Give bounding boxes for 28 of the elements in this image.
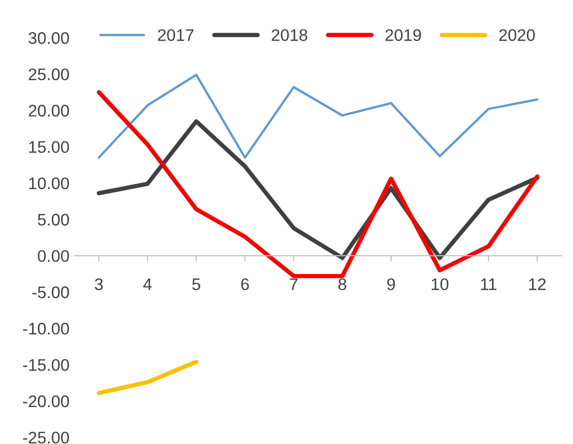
y-tick-label: 0.00 (38, 250, 69, 262)
legend-label: 2020 (499, 29, 535, 42)
y-tick-label: -25.00 (23, 432, 69, 444)
x-tick-label: 8 (338, 278, 346, 290)
legend-label: 2019 (386, 29, 421, 42)
y-tick-label: 30.00 (28, 32, 69, 44)
x-tick-label: 4 (143, 278, 152, 290)
x-tick-label: 11 (481, 278, 496, 290)
x-tick-label: 12 (529, 278, 546, 290)
x-tick-label: 7 (290, 278, 298, 290)
legend-label: 2018 (272, 29, 308, 42)
y-tick-label: 20.00 (28, 104, 69, 117)
line-series (98, 74, 538, 159)
x-tick-label: 10 (432, 278, 448, 290)
y-tick-label: -20.00 (23, 395, 69, 408)
x-tick-label: 3 (94, 278, 103, 290)
y-tick-label: 25.00 (28, 68, 69, 80)
y-tick-label: -15.00 (23, 359, 69, 371)
x-tick-label: 6 (241, 278, 249, 290)
legend-label: 2017 (158, 29, 194, 42)
x-tick-label: 9 (387, 278, 395, 290)
x-tick-label: 5 (192, 278, 200, 290)
y-tick-label: -5.00 (32, 286, 69, 298)
y-tick-label: 10.00 (29, 177, 69, 190)
y-tick-label: 15.00 (29, 141, 69, 153)
y-tick-label: 5.00 (38, 214, 69, 226)
y-tick-label: -10.00 (23, 322, 69, 335)
line-series (96, 90, 540, 278)
